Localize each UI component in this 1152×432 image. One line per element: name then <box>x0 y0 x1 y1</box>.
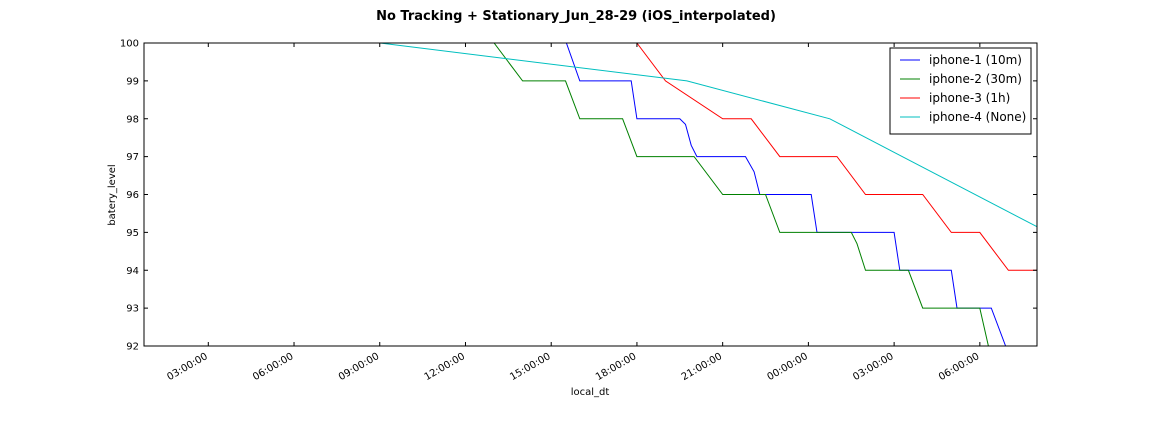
chart-title: No Tracking + Stationary_Jun_28-29 (iOS_… <box>376 9 776 24</box>
y-tick-label: 99 <box>126 76 139 87</box>
legend-label-3: iphone-3 (1h) <box>929 91 1010 105</box>
x-axis-label: local_dt <box>571 387 610 398</box>
x-tick-label: 18:00:00 <box>594 351 638 383</box>
legend-label-2: iphone-2 (30m) <box>929 72 1022 86</box>
legend-label-1: iphone-1 (10m) <box>929 53 1022 67</box>
y-tick-label: 100 <box>120 39 139 50</box>
x-tick-label: 06:00:00 <box>937 351 981 383</box>
x-tick-label: 06:00:00 <box>251 351 295 383</box>
series-line-1 <box>144 42 1037 347</box>
x-tick-label: 21:00:00 <box>680 351 724 383</box>
y-tick-label: 97 <box>126 152 139 163</box>
y-axis-label: batery_level <box>107 164 118 225</box>
legend-box <box>889 47 1032 135</box>
y-tick-label: 93 <box>126 304 139 315</box>
legend: iphone-1 (10m) iphone-2 (30m) iphone-3 (1h… <box>889 47 1032 135</box>
x-axis: 03:00:00 06:00:00 09:00:00 12:00:00 15:00:00… <box>165 43 981 383</box>
y-tick-label: 92 <box>126 342 139 353</box>
x-tick-label: 15:00:00 <box>508 351 552 383</box>
x-tick-label: 03:00:00 <box>165 351 209 383</box>
series-line-3 <box>636 42 1037 271</box>
series-line-2 <box>144 42 1037 347</box>
y-tick-label: 98 <box>126 114 139 125</box>
y-tick-label: 94 <box>126 266 139 277</box>
y-tick-label: 95 <box>126 228 139 239</box>
legend-label-4: iphone-4 (None) <box>929 110 1026 124</box>
x-tick-label: 00:00:00 <box>765 351 809 383</box>
y-axis: 92 93 94 95 96 97 98 99 100 <box>120 39 1037 353</box>
x-tick-label: 03:00:00 <box>851 351 895 383</box>
x-tick-label: 12:00:00 <box>423 351 467 383</box>
x-tick-label: 09:00:00 <box>337 351 381 383</box>
y-tick-label: 96 <box>126 190 139 201</box>
